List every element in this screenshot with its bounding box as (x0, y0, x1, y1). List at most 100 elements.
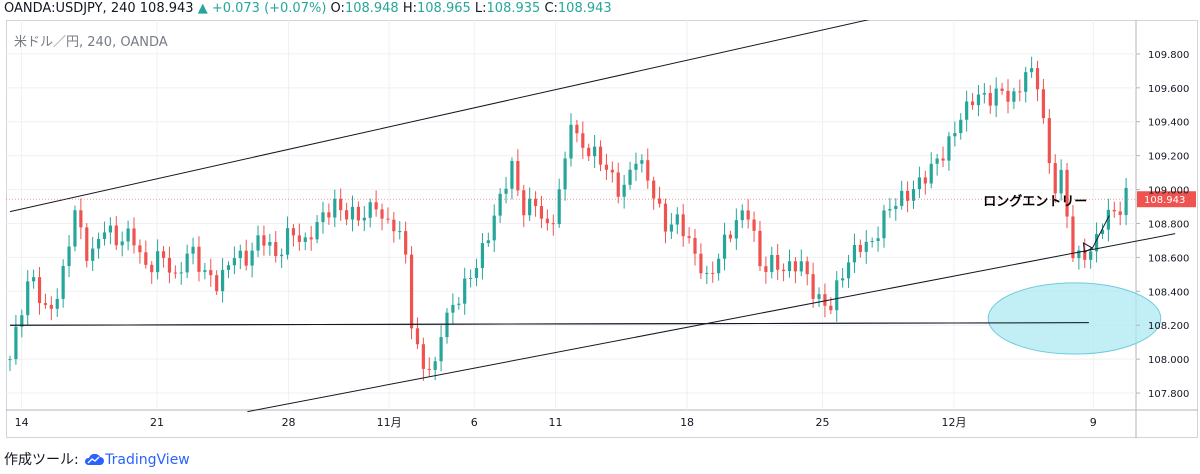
candle-body (616, 172, 620, 197)
symbol-title: 米ドル／円, 240, OANDA (14, 35, 168, 50)
close-value: 108.943 (557, 1, 612, 16)
candle-body (1041, 89, 1046, 119)
x-tick-label: 6 (471, 416, 478, 429)
y-tick-label: 108.200 (1148, 321, 1189, 332)
candle-body (220, 269, 225, 292)
candle-body (167, 257, 172, 273)
candle-body (203, 270, 207, 272)
tradingview-brand[interactable]: TradingView (105, 452, 190, 468)
candle-body (634, 163, 638, 170)
candle-body (652, 180, 656, 199)
candle-body (846, 262, 851, 279)
candle-body (1112, 209, 1116, 212)
candle-body (516, 161, 520, 191)
candle-body (132, 228, 136, 246)
candle-body (392, 219, 396, 232)
x-tick-label: 18 (680, 416, 694, 429)
candle-body (91, 248, 95, 261)
low-label: L: (474, 1, 487, 16)
x-tick-label: 21 (150, 416, 164, 429)
y-tick-label: 107.800 (1148, 389, 1189, 400)
last-price: 108.943 (139, 1, 194, 16)
candle-body (1030, 68, 1034, 73)
candle-body (994, 88, 998, 106)
candle-body (14, 326, 18, 360)
open-value: 108.948 (344, 1, 399, 16)
low-value: 108.935 (486, 1, 541, 16)
candle-body (1071, 216, 1075, 259)
candle-body (297, 235, 301, 242)
candle-body (900, 190, 904, 206)
candle-body (776, 254, 780, 270)
chart-canvas[interactable]: ロングエントリー 108.943 109.800109.600109.400109… (6, 20, 1198, 438)
annotation-label: ロングエントリー (983, 193, 1087, 209)
candle-body (917, 177, 922, 190)
candle-body (793, 261, 797, 272)
candle-body (1106, 209, 1110, 230)
candle-body (43, 303, 48, 305)
candle-body (463, 278, 467, 304)
candle-body (445, 312, 449, 338)
high-value: 108.965 (417, 1, 471, 16)
candle-body (339, 198, 343, 211)
candle-body (1000, 88, 1004, 91)
x-tick-label: 11 (549, 416, 563, 429)
candle-body (161, 251, 166, 258)
high-label: H: (402, 1, 417, 16)
candle-body (226, 265, 231, 270)
candle-body (439, 337, 443, 362)
candle-body (533, 198, 538, 207)
candle-body (598, 146, 603, 165)
candle-body (882, 210, 886, 239)
candle-body (858, 244, 862, 252)
candle-body (539, 206, 544, 219)
y-tick-label: 109.600 (1148, 84, 1189, 95)
candle-body (746, 210, 750, 220)
candle-body (911, 189, 916, 201)
candle-body (569, 124, 573, 159)
candle-body (321, 212, 325, 223)
candle-body (49, 304, 53, 309)
candle-body (114, 225, 118, 246)
candle-body (894, 205, 898, 210)
candle-body (498, 193, 502, 216)
candle-body (1118, 211, 1122, 216)
y-tick-label: 109.400 (1148, 118, 1189, 129)
x-tick-label: 25 (815, 416, 829, 429)
candle-body (486, 240, 490, 244)
candle-body (197, 246, 201, 272)
candle-body (787, 261, 792, 272)
candle-body (646, 160, 650, 181)
candle-body (1094, 234, 1099, 252)
candle-body (593, 146, 597, 157)
price-tag-label: 108.943 (1144, 195, 1185, 206)
x-tick-label: 28 (282, 416, 296, 429)
highlight-zone (987, 282, 1162, 355)
candle-body (280, 254, 284, 257)
candle-body (32, 277, 36, 282)
chart-area[interactable]: ロングエントリー 108.943 109.800 109.600 109.400 109… (6, 20, 1198, 438)
candle-body (238, 250, 242, 259)
candle-body (96, 238, 101, 249)
candle-body (480, 243, 485, 269)
candle-body (1018, 91, 1022, 93)
candle-body (504, 188, 508, 194)
symbol-label: OANDA:USDJPY, 240 (4, 1, 136, 16)
candle-body (799, 261, 803, 272)
chart-border (6, 20, 1198, 438)
candle-body (681, 214, 685, 237)
candle-body (327, 212, 331, 218)
footer[interactable]: 作成ツール: TradingView (4, 449, 190, 469)
candle-body (722, 234, 727, 259)
candle-body (262, 235, 266, 246)
x-tick-label: 12月 (942, 416, 967, 429)
close-label: C: (544, 1, 558, 16)
candle-body (663, 203, 668, 232)
candle-body (1006, 90, 1010, 102)
candle-body (811, 274, 815, 299)
candle-body (73, 210, 77, 247)
candle-body (906, 190, 910, 201)
candle-body (150, 264, 154, 273)
support-line-over-zone (9, 322, 1089, 326)
candle-body (244, 250, 248, 266)
